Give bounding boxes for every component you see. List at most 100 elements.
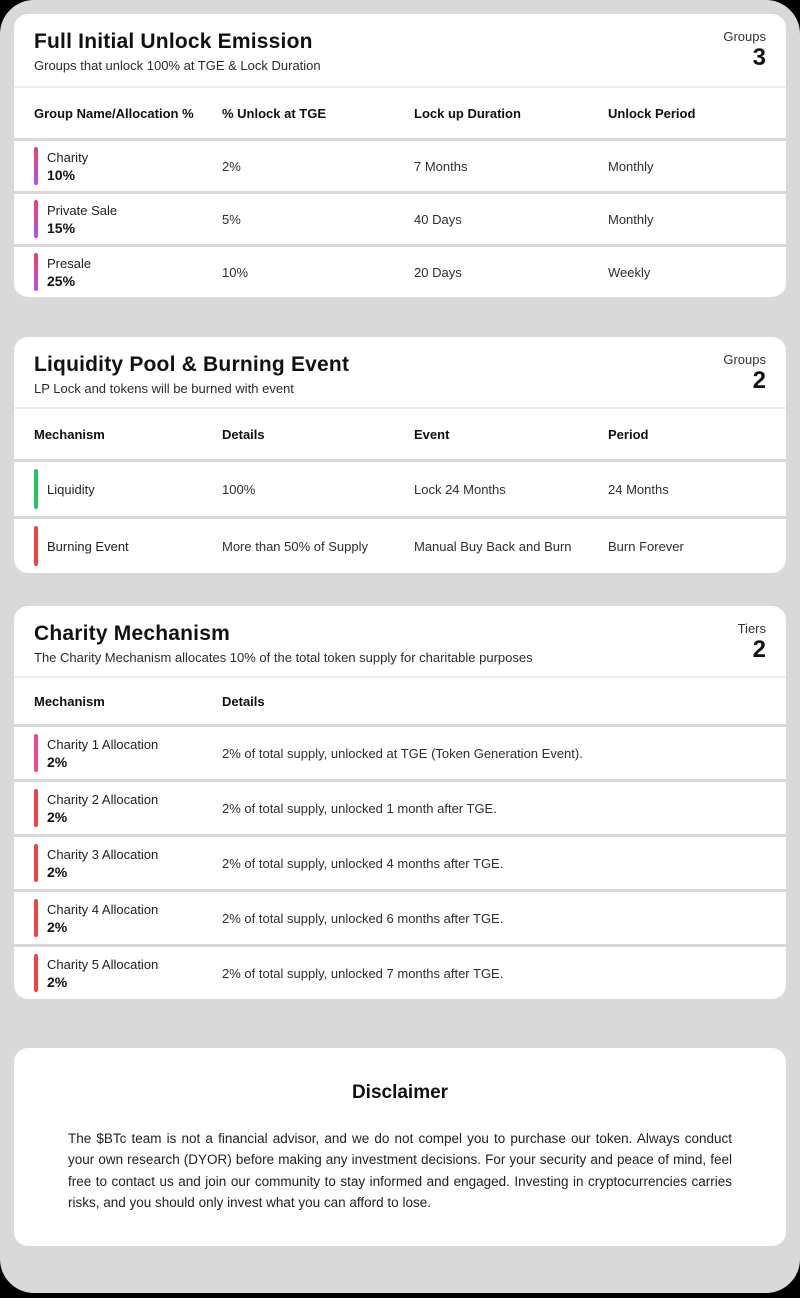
tier-name: Charity 3 Allocation — [47, 846, 159, 862]
cell-period: Monthly — [608, 211, 654, 227]
cell-lockup: 7 Months — [414, 158, 468, 174]
card-subtitle: LP Lock and tokens will be burned with e… — [34, 381, 294, 396]
tiers-badge: Tiers 2 — [738, 621, 766, 664]
card-title: Full Initial Unlock Emission — [34, 30, 313, 53]
table-row: Charity 1 Allocation 2% 2% of total supp… — [14, 727, 786, 779]
cell-details: 100% — [222, 481, 256, 497]
badge-value: 2 — [752, 367, 766, 394]
row-accent-bar — [34, 789, 38, 827]
group-name: Presale — [47, 255, 92, 271]
group-allocation: 10% — [47, 166, 76, 183]
tier-allocation: 2% — [47, 753, 68, 770]
cell-unlock-tge: 2% — [222, 158, 241, 174]
column-header: Mechanism — [34, 693, 105, 709]
card-full-initial-unlock: Full Initial Unlock Emission Groups that… — [14, 14, 786, 297]
row-accent-bar — [34, 954, 38, 992]
mechanism-name: Burning Event — [47, 538, 129, 554]
disclaimer-title: Disclaimer — [351, 1082, 449, 1103]
column-header: % Unlock at TGE — [222, 105, 327, 121]
column-header: Group Name/Allocation % — [34, 105, 194, 121]
mechanism-name: Liquidity — [47, 481, 95, 497]
card-title: Liquidity Pool & Burning Event — [34, 353, 350, 376]
badge-label: Tiers — [737, 621, 766, 636]
card-header: Full Initial Unlock Emission Groups that… — [14, 14, 786, 86]
badge-label: Groups — [723, 29, 766, 44]
cell-event: Manual Buy Back and Burn — [414, 538, 572, 554]
row-accent-bar — [34, 253, 38, 291]
cell-lockup: 20 Days — [414, 264, 462, 280]
table-row: Charity 3 Allocation 2% 2% of total supp… — [14, 837, 786, 889]
row-accent-bar — [34, 844, 38, 882]
cell-details: More than 50% of Supply — [222, 538, 368, 554]
table-row: Liquidity 100% Lock 24 Months 24 Months — [14, 462, 786, 516]
mechanism-name-cell: Liquidity — [34, 469, 222, 509]
table-header: Mechanism Details Event Period — [14, 407, 786, 459]
row-accent-bar — [34, 200, 38, 238]
cell-lockup: 40 Days — [414, 211, 462, 227]
column-header: Details — [222, 426, 265, 442]
badge-value: 3 — [752, 44, 766, 71]
row-accent-bar — [34, 734, 38, 772]
cell-details: 2% of total supply, unlocked 6 months af… — [222, 910, 504, 926]
cell-unlock-tge: 5% — [222, 211, 241, 227]
tier-name: Charity 4 Allocation — [47, 901, 159, 917]
card-subtitle: Groups that unlock 100% at TGE & Lock Du… — [34, 58, 321, 73]
tier-allocation: 2% — [47, 808, 68, 825]
cell-details: 2% of total supply, unlocked 7 months af… — [222, 965, 504, 981]
row-accent-bar — [34, 469, 38, 509]
mechanism-name-cell: Burning Event — [34, 526, 222, 566]
tier-name: Charity 5 Allocation — [47, 956, 159, 972]
column-header: Period — [608, 426, 649, 442]
cell-details: 2% of total supply, unlocked at TGE (Tok… — [222, 745, 583, 761]
tier-allocation: 2% — [47, 973, 68, 990]
cell-unlock-tge: 10% — [222, 264, 249, 280]
card-header: Charity Mechanism The Charity Mechanism … — [14, 606, 786, 676]
group-allocation: 15% — [47, 219, 76, 236]
tier-name: Charity 2 Allocation — [47, 791, 159, 807]
column-header: Lock up Duration — [414, 105, 521, 121]
table-row: Presale 25% 10% 20 Days Weekly — [14, 247, 786, 297]
tier-name-cell: Charity 5 Allocation 2% — [34, 954, 222, 992]
tier-name-cell: Charity 4 Allocation 2% — [34, 899, 222, 937]
table-header: Group Name/Allocation % % Unlock at TGE … — [14, 86, 786, 138]
table-row: Burning Event More than 50% of Supply Ma… — [14, 519, 786, 573]
cell-event: Lock 24 Months — [414, 481, 506, 497]
group-name: Charity — [47, 149, 89, 165]
cell-period: Monthly — [608, 158, 654, 174]
disclaimer-card: Disclaimer The $BTc team is not a financ… — [14, 1048, 786, 1246]
tier-allocation: 2% — [47, 863, 68, 880]
card-liquidity-burning: Liquidity Pool & Burning Event LP Lock a… — [14, 337, 786, 573]
groups-badge: Groups 2 — [723, 352, 766, 395]
groups-badge: Groups 3 — [723, 29, 766, 72]
card-charity-mechanism: Charity Mechanism The Charity Mechanism … — [14, 606, 786, 999]
cell-details: 2% of total supply, unlocked 4 months af… — [222, 855, 504, 871]
row-accent-bar — [34, 147, 38, 185]
disclaimer-body: The $BTc team is not a financial advisor… — [68, 1131, 732, 1210]
cell-details: 2% of total supply, unlocked 1 month aft… — [222, 800, 497, 816]
cell-period: 24 Months — [608, 481, 669, 497]
group-name-cell: Private Sale 15% — [34, 200, 222, 238]
tier-name-cell: Charity 2 Allocation 2% — [34, 789, 222, 827]
badge-value: 2 — [752, 636, 766, 663]
column-header: Mechanism — [34, 426, 105, 442]
group-name: Private Sale — [47, 202, 118, 218]
group-allocation: 25% — [47, 272, 76, 289]
table-row: Charity 2 Allocation 2% 2% of total supp… — [14, 782, 786, 834]
group-name-cell: Charity 10% — [34, 147, 222, 185]
column-header: Unlock Period — [608, 105, 696, 121]
tier-allocation: 2% — [47, 918, 68, 935]
row-accent-bar — [34, 526, 38, 566]
table-header: Mechanism Details — [14, 676, 786, 724]
cell-period: Burn Forever — [608, 538, 684, 554]
table-row: Charity 10% 2% 7 Months Monthly — [14, 141, 786, 191]
table-row: Charity 5 Allocation 2% 2% of total supp… — [14, 947, 786, 999]
column-header: Event — [414, 426, 450, 442]
column-header: Details — [222, 693, 265, 709]
badge-label: Groups — [723, 352, 766, 367]
tier-name-cell: Charity 1 Allocation 2% — [34, 734, 222, 772]
card-title: Charity Mechanism — [34, 622, 230, 645]
group-name-cell: Presale 25% — [34, 253, 222, 291]
tier-name: Charity 1 Allocation — [47, 736, 159, 752]
card-header: Liquidity Pool & Burning Event LP Lock a… — [14, 337, 786, 407]
